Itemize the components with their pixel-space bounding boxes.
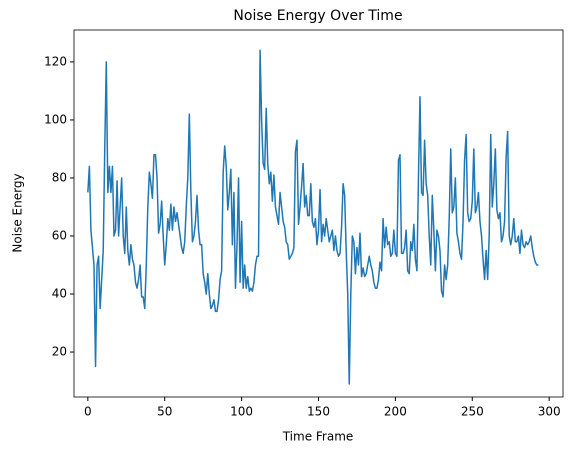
y-tick-label: 120 <box>44 54 67 68</box>
x-tick-label: 200 <box>384 405 407 419</box>
x-tick-label: 50 <box>157 405 172 419</box>
y-tick-label: 100 <box>44 112 67 126</box>
x-tick-label: 150 <box>307 405 330 419</box>
x-tick-label: 300 <box>538 405 561 419</box>
y-tick-label: 60 <box>52 228 67 242</box>
chart-title: Noise Energy Over Time <box>233 8 402 24</box>
y-axis-label: Noise Energy <box>11 173 25 252</box>
x-tick-label: 100 <box>230 405 253 419</box>
x-axis-label: Time Frame <box>282 430 354 444</box>
y-tick-label: 40 <box>52 287 67 301</box>
data-line <box>87 49 539 385</box>
y-tick-label: 80 <box>52 170 67 184</box>
plot-frame <box>73 29 564 398</box>
x-tick-label: 0 <box>84 405 92 419</box>
y-tick-label: 20 <box>52 345 67 359</box>
x-tick-label: 250 <box>461 405 484 419</box>
